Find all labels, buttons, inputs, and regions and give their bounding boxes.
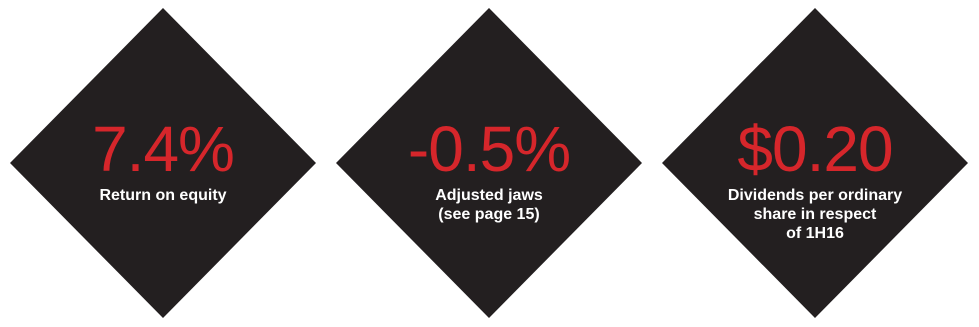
kpi-value: -0.5% [407, 113, 571, 185]
diamond-shape [336, 8, 642, 318]
kpi-adjusted-jaws: -0.5% Adjusted jaws (see page 15) [326, 0, 652, 327]
kpi-return-on-equity: 7.4% Return on equity [0, 0, 326, 327]
diamond-shape [662, 8, 968, 318]
diamond-shape [10, 8, 316, 318]
kpi-value: 7.4% [92, 113, 235, 185]
kpi-label: Adjusted jaws (see page 15) [435, 187, 543, 223]
kpi-label: Return on equity [99, 187, 227, 204]
kpi-label: Dividends per ordinary share in respect … [727, 187, 903, 242]
kpi-dividends-per-share: $0.20 Dividends per ordinary share in re… [652, 0, 978, 327]
kpi-value: $0.20 [737, 113, 893, 185]
